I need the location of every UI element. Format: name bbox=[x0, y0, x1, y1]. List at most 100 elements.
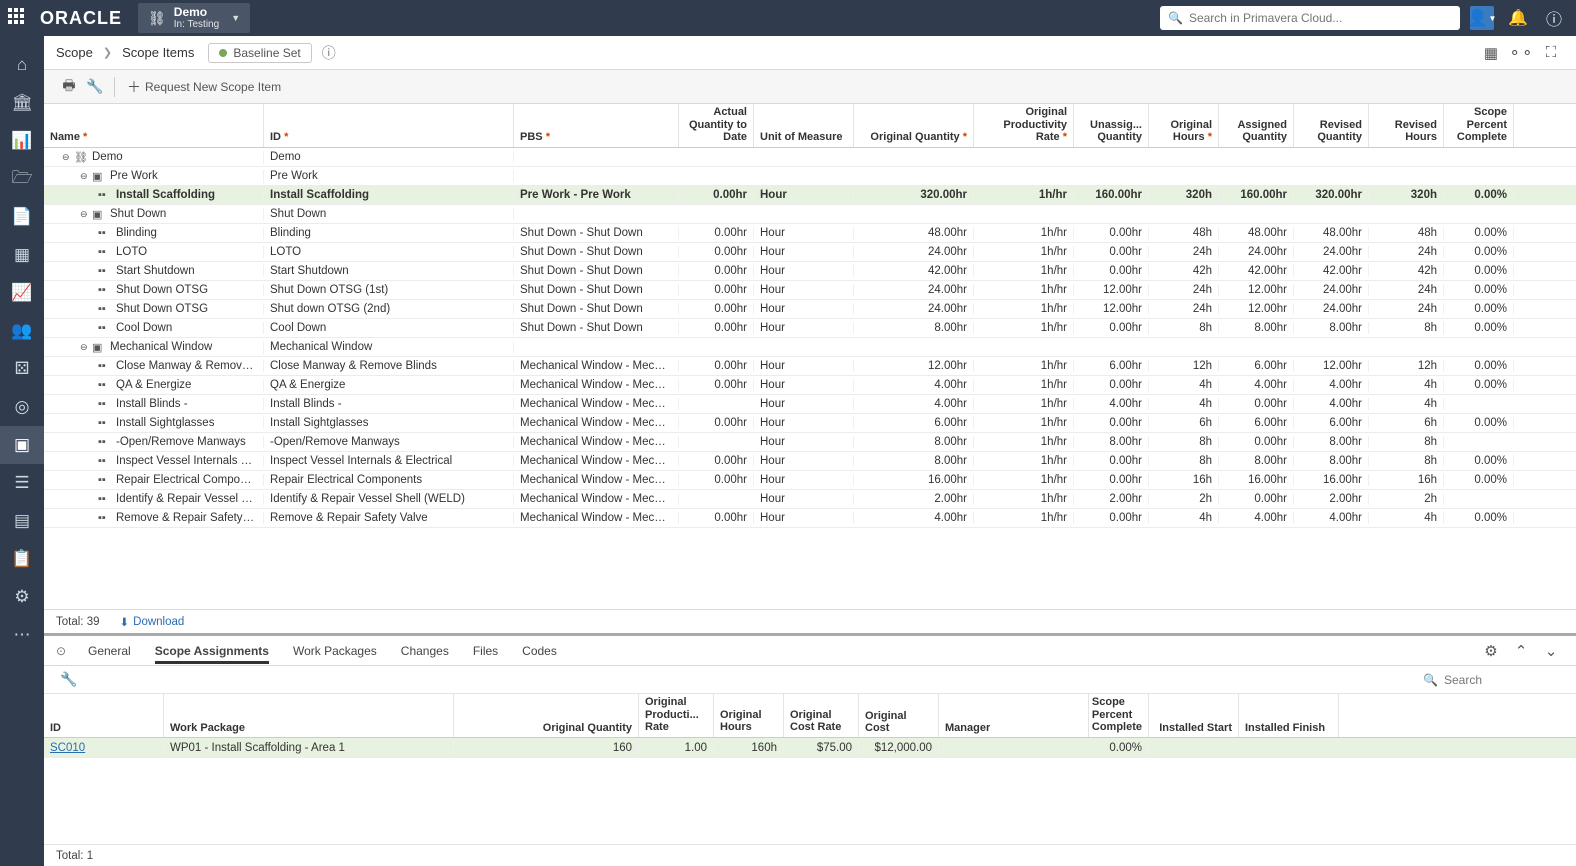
nav-item-7[interactable]: 👥 bbox=[0, 312, 44, 350]
info-icon[interactable]: ⓘ bbox=[322, 43, 336, 63]
global-search[interactable]: 🔍 bbox=[1160, 6, 1460, 30]
row-id: Shut down OTSG (2nd) bbox=[264, 303, 514, 315]
project-sub: In: Testing bbox=[174, 19, 219, 30]
nav-item-4[interactable]: 📄 bbox=[0, 198, 44, 236]
collapse-toggle-icon[interactable]: ⊖ bbox=[80, 171, 92, 182]
download-link[interactable]: ⬇ Download bbox=[120, 615, 185, 629]
collapse-toggle-icon[interactable]: ⊖ bbox=[80, 342, 92, 353]
notifications-icon[interactable]: 🔔 bbox=[1504, 4, 1532, 32]
scope-row[interactable]: ▪▪ QA & Energize QA & EnergizeMechanical… bbox=[44, 376, 1576, 395]
scope-row[interactable]: ▪▪ Remove & Repair Safety Valve Remove &… bbox=[44, 509, 1576, 528]
nav-item-8[interactable]: ⚄ bbox=[0, 350, 44, 388]
wrench-icon[interactable]: 🔧 bbox=[56, 667, 82, 693]
group-row[interactable]: ⊖ ▣ Pre Work Pre Work bbox=[44, 167, 1576, 186]
scope-row[interactable]: ⚙ ▪▪ Shut Down OTSG Shut down OTSG (2nd)… bbox=[44, 300, 1576, 319]
row-id: Cool Down bbox=[264, 322, 514, 334]
breadcrumb-root[interactable]: Scope bbox=[56, 45, 93, 60]
nav-item-13[interactable]: 📋 bbox=[0, 540, 44, 578]
collapse-icon[interactable]: ⊙ bbox=[56, 644, 76, 658]
nav-item-11[interactable]: ☰ bbox=[0, 464, 44, 502]
detail-tab-codes[interactable]: Codes bbox=[522, 638, 557, 664]
nav-item-3[interactable]: 🗁 bbox=[0, 160, 44, 198]
nav-item-14[interactable]: ⚙ bbox=[0, 578, 44, 616]
nav-item-6[interactable]: 📈 bbox=[0, 274, 44, 312]
collapse-toggle-icon[interactable]: ⊖ bbox=[80, 209, 92, 220]
scope-row[interactable]: ▪▪ Install Sightglasses Install Sightgla… bbox=[44, 414, 1576, 433]
nav-item-1[interactable]: 🏛 bbox=[0, 84, 44, 122]
collapse-toggle-icon[interactable]: ⊖ bbox=[62, 152, 74, 163]
scope-row[interactable]: ▪▪ Close Manway & Remove Bli... Close Ma… bbox=[44, 357, 1576, 376]
user-avatar[interactable]: 👤▼ bbox=[1468, 4, 1496, 32]
nav-item-12[interactable]: ▤ bbox=[0, 502, 44, 540]
detail-tab-scope-assignments[interactable]: Scope Assignments bbox=[155, 638, 269, 664]
detail-tab-general[interactable]: General bbox=[88, 638, 131, 664]
node-icon: ▪▪ bbox=[98, 379, 112, 391]
node-icon: ▪▪ bbox=[98, 436, 112, 448]
print-icon[interactable]: 🖶 bbox=[56, 74, 82, 100]
scope-row[interactable]: ▪▪ Install Blinds - Install Blinds -Mech… bbox=[44, 395, 1576, 414]
row-name: Cool Down bbox=[116, 322, 172, 334]
assignment-row[interactable]: SC010 WP01 - Install Scaffolding - Area … bbox=[44, 738, 1576, 758]
fullscreen-icon[interactable]: ⛶ bbox=[1538, 40, 1564, 66]
chevron-down-icon[interactable]: ⌄ bbox=[1538, 638, 1564, 664]
settings-icon[interactable]: ⚙ bbox=[1478, 638, 1504, 664]
baseline-chip[interactable]: Baseline Set bbox=[208, 43, 311, 63]
nav-item-5[interactable]: ▦ bbox=[0, 236, 44, 274]
row-id: Remove & Repair Safety Valve bbox=[264, 512, 514, 524]
detail-tabs: ⊙ General Scope Assignments Work Packages C… bbox=[44, 636, 1576, 666]
row-id: Start Shutdown bbox=[264, 265, 514, 277]
scope-row[interactable]: ▪▪ Repair Electrical Components Repair E… bbox=[44, 471, 1576, 490]
row-id: Install Blinds - bbox=[264, 398, 514, 410]
grid-body: ⊖ ⛓ Demo Demo ⊖ ▣ Pre Work Pre Work ▪▪ I… bbox=[44, 148, 1576, 528]
group-row[interactable]: ⊖ ▣ Shut Down Shut Down bbox=[44, 205, 1576, 224]
nav-item-9[interactable]: ◎ bbox=[0, 388, 44, 426]
row-name: Shut Down bbox=[110, 208, 166, 220]
download-icon: ⬇ bbox=[120, 615, 130, 629]
detail-tab-changes[interactable]: Changes bbox=[401, 638, 449, 664]
project-selector[interactable]: ⛓ Demo In: Testing ▼ bbox=[138, 3, 250, 33]
app-switcher-icon[interactable] bbox=[8, 8, 28, 28]
nav-item-2[interactable]: 📊 bbox=[0, 122, 44, 160]
node-icon: ▪▪ bbox=[98, 360, 112, 372]
row-name: Inspect Vessel Internals & El... bbox=[116, 455, 257, 467]
help-icon[interactable]: ⓘ bbox=[1540, 4, 1568, 32]
scope-row[interactable]: ▪▪ Install Scaffolding Install Scaffoldi… bbox=[44, 186, 1576, 205]
search-input[interactable] bbox=[1183, 11, 1452, 25]
node-icon: ▪▪ bbox=[98, 246, 112, 258]
scope-row[interactable]: ▪▪ -Open/Remove Manways -Open/Remove Man… bbox=[44, 433, 1576, 452]
request-scope-button[interactable]: ＋ Request New Scope Item bbox=[121, 73, 287, 101]
wrench-icon[interactable]: 🔧 bbox=[82, 74, 108, 100]
detail-panel: ⊙ General Scope Assignments Work Packages C… bbox=[44, 633, 1576, 866]
assignment-id-link[interactable]: SC010 bbox=[50, 742, 85, 754]
nav-item-15[interactable]: ⋯ bbox=[0, 616, 44, 654]
chevron-up-icon[interactable]: ⌃ bbox=[1508, 638, 1534, 664]
scope-row[interactable]: ▪▪ LOTO LOTOShut Down - Shut Down0.00hrH… bbox=[44, 243, 1576, 262]
grid-header: Name * ID * PBS * Actual Quantity to Dat… bbox=[44, 104, 1576, 148]
export-icon[interactable]: ▦ bbox=[1478, 40, 1504, 66]
share-icon[interactable]: ⚬⚬ bbox=[1508, 40, 1534, 66]
row-id: QA & Energize bbox=[264, 379, 514, 391]
group-row[interactable]: ⊖ ▣ Mechanical Window Mechanical Window bbox=[44, 338, 1576, 357]
detail-search[interactable]: 🔍 bbox=[1423, 673, 1564, 687]
scope-row[interactable]: ▪▪ Blinding BlindingShut Down - Shut Dow… bbox=[44, 224, 1576, 243]
group-row[interactable]: ⊖ ⛓ Demo Demo bbox=[44, 148, 1576, 167]
scope-row[interactable]: ▪▪ Start Shutdown Start ShutdownShut Dow… bbox=[44, 262, 1576, 281]
detail-tab-files[interactable]: Files bbox=[473, 638, 498, 664]
scope-row[interactable]: ▪▪ Inspect Vessel Internals & El... Insp… bbox=[44, 452, 1576, 471]
detail-search-input[interactable] bbox=[1444, 673, 1564, 687]
row-id: Repair Electrical Components bbox=[264, 474, 514, 486]
scope-row[interactable]: ▪▪ Identify & Repair Vessel Shell... Ide… bbox=[44, 490, 1576, 509]
row-name: Demo bbox=[92, 151, 123, 163]
breadcrumb-bar: Scope ❯ Scope Items Baseline Set ⓘ ▦ ⚬⚬ … bbox=[44, 36, 1576, 70]
detail-tab-work-packages[interactable]: Work Packages bbox=[293, 638, 377, 664]
total-label: Total: bbox=[56, 616, 84, 628]
nav-item-10[interactable]: ▣ bbox=[0, 426, 44, 464]
scope-row[interactable]: ▪▪ Cool Down Cool DownShut Down - Shut D… bbox=[44, 319, 1576, 338]
nav-item-0[interactable]: ⌂ bbox=[0, 46, 44, 84]
node-icon: ▪▪ bbox=[98, 512, 112, 524]
row-id: Install Scaffolding bbox=[264, 189, 514, 201]
row-name: Shut Down OTSG bbox=[116, 284, 208, 296]
scope-row[interactable]: ▪▪ Shut Down OTSG Shut Down OTSG (1st)Sh… bbox=[44, 281, 1576, 300]
row-name: Blinding bbox=[116, 227, 157, 239]
row-id: Install Sightglasses bbox=[264, 417, 514, 429]
